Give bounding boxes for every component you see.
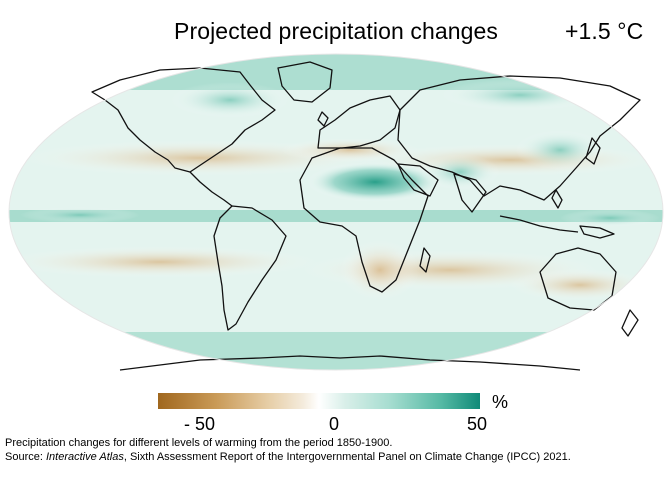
title-text: Projected precipitation changes bbox=[174, 18, 499, 44]
central-america-outline bbox=[189, 171, 233, 207]
south-america-outline bbox=[213, 205, 287, 331]
warming-level-label: +1.5 °C bbox=[565, 18, 644, 44]
colorbar-tick-min: - 50 bbox=[184, 414, 216, 434]
british-isles-outline bbox=[317, 111, 329, 127]
colorbar-gradient bbox=[158, 393, 480, 409]
japan-outline bbox=[585, 137, 601, 165]
coastlines bbox=[91, 61, 641, 371]
arabia-outline bbox=[397, 163, 439, 197]
indonesia-outline bbox=[499, 215, 579, 233]
world-map-svg bbox=[8, 53, 664, 371]
europe-outline bbox=[317, 95, 401, 149]
caption-line-1: Precipitation changes for different leve… bbox=[5, 437, 393, 449]
africa-outline bbox=[299, 147, 429, 293]
map-border bbox=[8, 53, 664, 371]
antarctica-outline bbox=[119, 355, 581, 371]
figure-caption: Precipitation changes for different leve… bbox=[5, 436, 571, 464]
greenland-outline bbox=[277, 61, 333, 103]
asia-outline bbox=[397, 75, 641, 201]
caption-source-rest: , Sixth Assessment Report of the Intergo… bbox=[123, 451, 571, 463]
colorbar-unit: % bbox=[492, 392, 509, 412]
colorbar-tick-max: 50 bbox=[467, 414, 488, 434]
world-map bbox=[0, 40, 672, 385]
philippines-outline bbox=[551, 189, 563, 209]
north-america-outline bbox=[91, 67, 276, 173]
india-outline bbox=[453, 173, 487, 213]
caption-source: Source: Interactive Atlas, Sixth Assessm… bbox=[5, 450, 571, 464]
colorbar bbox=[158, 393, 480, 409]
new-zealand-outline bbox=[621, 309, 639, 337]
australia-outline bbox=[539, 247, 617, 311]
new-guinea-outline bbox=[579, 225, 615, 239]
caption-source-atlas: Interactive Atlas bbox=[45, 451, 124, 463]
madagascar-outline bbox=[419, 247, 431, 273]
precipitation-field bbox=[9, 54, 663, 370]
caption-source-prefix: Source: bbox=[5, 451, 46, 463]
colorbar-tick-zero: 0 bbox=[329, 414, 340, 434]
